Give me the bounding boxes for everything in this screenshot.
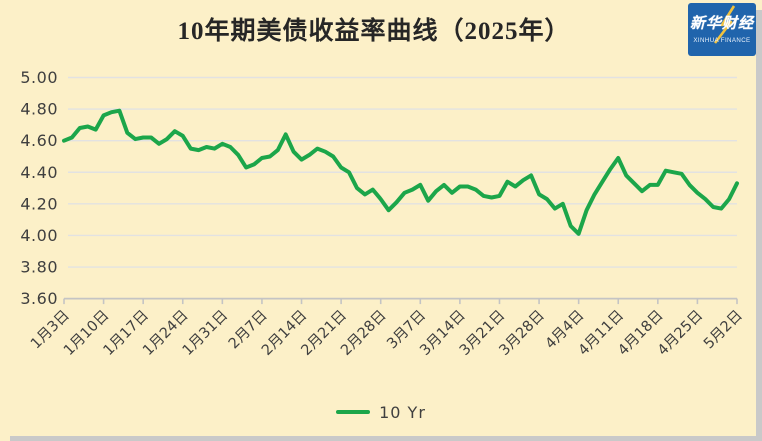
y-tick-label: 3.60 bbox=[20, 289, 58, 308]
shadow-edge-right bbox=[756, 10, 762, 441]
logo-english-text: XINHUA FINANCE bbox=[693, 37, 751, 44]
legend: 10 Yr bbox=[0, 402, 762, 422]
logo-chinese-text: 新华财经 bbox=[689, 16, 754, 32]
yield-line bbox=[62, 108, 739, 236]
y-tick-label: 4.40 bbox=[20, 163, 58, 182]
y-tick-label: 5.00 bbox=[20, 68, 58, 87]
legend-label: 10 Yr bbox=[379, 402, 426, 422]
y-tick-label: 4.80 bbox=[20, 100, 58, 119]
y-tick-label: 4.60 bbox=[20, 131, 58, 150]
y-tick-label: 4.00 bbox=[20, 226, 58, 245]
shadow-edge-bottom bbox=[10, 436, 762, 441]
chart-title: 10年期美债收益率曲线（2025年） bbox=[177, 18, 571, 45]
x-tick-label: 5月2日 bbox=[701, 308, 746, 353]
legend-line-swatch bbox=[336, 409, 371, 415]
lightning-icon bbox=[713, 5, 736, 44]
xinhua-finance-logo: 新华财经 XINHUA FINANCE bbox=[688, 3, 756, 56]
y-tick-label: 3.80 bbox=[20, 258, 58, 277]
y-tick-label: 4.20 bbox=[20, 194, 58, 213]
